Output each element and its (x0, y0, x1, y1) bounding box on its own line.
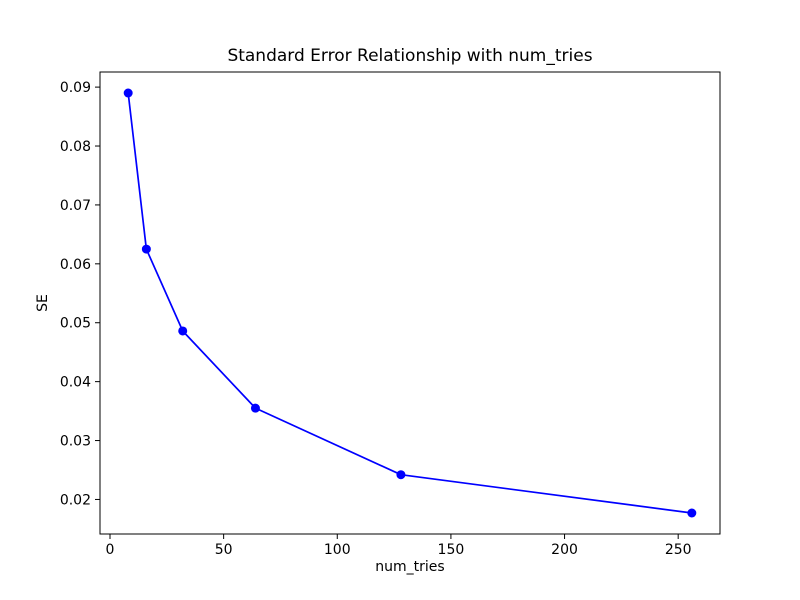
y-tick-label: 0.02 (60, 492, 91, 508)
data-point (141, 244, 151, 254)
y-tick-label: 0.06 (60, 257, 91, 273)
y-tick-label: 0.05 (60, 316, 91, 332)
data-point (687, 508, 697, 518)
x-tick-label: 150 (438, 542, 465, 558)
plot-area (100, 72, 720, 534)
y-tick-label: 0.03 (60, 434, 91, 450)
data-series-layer (123, 88, 697, 518)
chart-title: Standard Error Relationship with num_tri… (227, 46, 592, 66)
x-axis-label: num_tries (375, 559, 444, 575)
x-tick-label: 0 (106, 542, 115, 558)
y-tick-label: 0.08 (60, 139, 91, 155)
x-tick-label: 200 (551, 542, 578, 558)
x-tick-label: 100 (324, 542, 351, 558)
data-line (127, 92, 693, 514)
y-tick-label: 0.04 (60, 375, 91, 391)
data-point (250, 403, 260, 413)
data-point (178, 326, 188, 336)
data-point (396, 470, 406, 480)
tick-layer: 0 50 100 150 200 250 0.02 0.03 0.04 0.05 0.06 0.07 0… (60, 80, 692, 558)
x-tick-label: 250 (665, 542, 692, 558)
y-tick-label: 0.09 (60, 80, 91, 96)
x-tick-label: 50 (215, 542, 233, 558)
data-point (123, 88, 133, 98)
axes-frame (99, 71, 721, 535)
y-tick-label: 0.07 (60, 198, 91, 214)
y-axis-label: SE (35, 294, 51, 312)
